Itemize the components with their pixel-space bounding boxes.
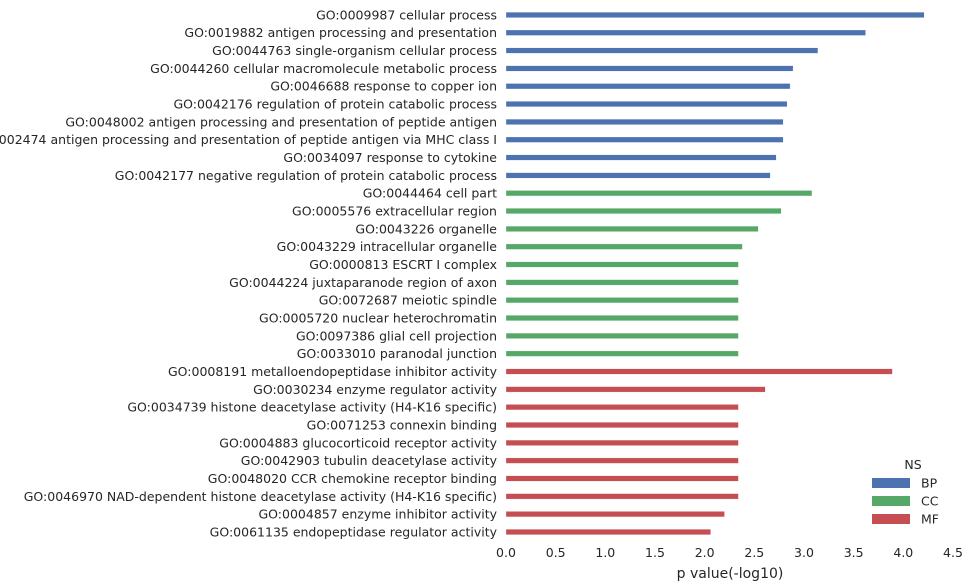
category-label: GO:0046970 NAD-dependent histone deacety… [24,489,497,504]
category-label: GO:0043229 intracellular organelle [277,239,498,254]
bar-mf [505,475,739,482]
category-label: GO:0061135 endopeptidase regulator activ… [210,524,498,539]
category-label: GO:0004857 enzyme inhibitor activity [258,507,497,522]
category-label: GO:0044224 juxtaparanode region of axon [229,275,497,290]
legend-label-cc: CC [921,494,939,509]
category-label: GO:0034739 histone deacetylase activity … [127,400,497,415]
category-label: GO:0009987 cellular process [316,7,497,22]
bar-cc [505,279,739,286]
legend-label-bp: BP [921,476,938,491]
bars-layer [505,12,925,535]
bar-cc [505,243,743,250]
x-tick-label: 0.0 [496,545,516,560]
x-tick-label: 0.5 [546,545,566,560]
category-label: GO:0005720 nuclear heterochromatin [259,311,497,326]
bar-mf [505,439,739,446]
category-labels: GO:0009987 cellular process GO:0019882 an… [0,7,498,539]
legend-swatch-bp [872,478,910,488]
bar-bp [505,83,791,90]
category-label: GO:0030234 enzyme regulator activity [253,382,497,397]
category-label: GO:0044763 single-organism cellular proc… [212,43,497,58]
bar-cc [505,332,739,339]
bar-mf [505,386,766,393]
bar-bp [505,29,866,36]
bar-cc [505,208,782,214]
x-tick-label: 2.5 [744,545,764,560]
bar-mf [505,511,725,518]
bar-mf [505,422,739,428]
bar-cc [505,261,739,268]
category-label: GO:0071253 connexin binding [307,418,497,433]
category-label: GO:0005576 extracellular region [292,204,497,219]
x-axis-ticks: 0.0 0.5 1.0 1.5 2.0 2.5 3.0 3.5 4.0 4.5 [496,545,963,560]
category-label: GO:0097386 glial cell projection [296,328,497,343]
category-label: GO:0048020 CCR chemokine receptor bindin… [208,471,497,486]
bar-bp [505,65,794,72]
legend: NS BP CC MF [872,457,939,527]
bar-bp [505,12,925,18]
category-label: GO:0044260 cellular macromolecule metabo… [150,61,497,76]
category-label: GO:0034097 response to cytokine [283,150,497,165]
x-tick-label: 4.0 [893,545,913,560]
category-label: GO:0042177 negative regulation of protei… [115,168,497,183]
category-label: GO:0043226 organelle [355,221,497,236]
category-label: GO:0008191 metalloendopeptidase inhibito… [168,364,498,379]
bar-mf [505,529,711,535]
category-label: GO:0033010 paranodal junction [297,346,497,361]
legend-items: BP CC MF [872,476,939,527]
bar-mf [505,368,893,375]
x-tick-label: 4.5 [943,545,963,560]
category-label: GO:0048002 antigen processing and presen… [65,114,497,129]
bar-mf [505,404,739,411]
category-label: GO:0002474 antigen processing and presen… [0,132,497,147]
category-label: GO:0000813 ESCRT I complex [309,257,497,272]
legend-label-mf: MF [921,512,939,527]
bar-mf [505,493,739,500]
legend-title: NS [904,457,921,472]
bar-bp [505,47,819,54]
bar-cc [505,297,739,304]
x-tick-label: 3.5 [844,545,864,560]
category-label: GO:0046688 response to copper ion [270,79,497,94]
x-tick-label: 1.5 [645,545,665,560]
category-label: GO:0004883 glucocorticoid receptor activ… [219,435,497,450]
x-tick-label: 1.0 [595,545,615,560]
bar-bp [505,172,771,179]
category-label: GO:0072687 meiotic spindle [319,293,498,308]
category-label: GO:0042176 regulation of protein catabol… [173,97,497,112]
bar-cc [505,225,759,232]
x-axis-label: p value(-log10) [677,566,784,582]
bar-cc [505,315,739,321]
bar-cc [505,350,739,357]
bar-mf [505,457,739,464]
category-label: GO:0044464 cell part [363,186,497,201]
legend-swatch-mf [872,514,910,524]
x-tick-label: 3.0 [794,545,814,560]
bar-bp [505,118,784,125]
legend-swatch-cc [872,496,910,506]
bar-cc [505,190,813,197]
category-label: GO:0019882 antigen processing and presen… [184,25,497,40]
category-label: GO:0042903 tubulin deacetylase activity [241,453,498,468]
bar-bp [505,136,784,143]
bar-bp [505,154,777,161]
x-tick-label: 2.0 [695,545,715,560]
bar-bp [505,101,788,107]
